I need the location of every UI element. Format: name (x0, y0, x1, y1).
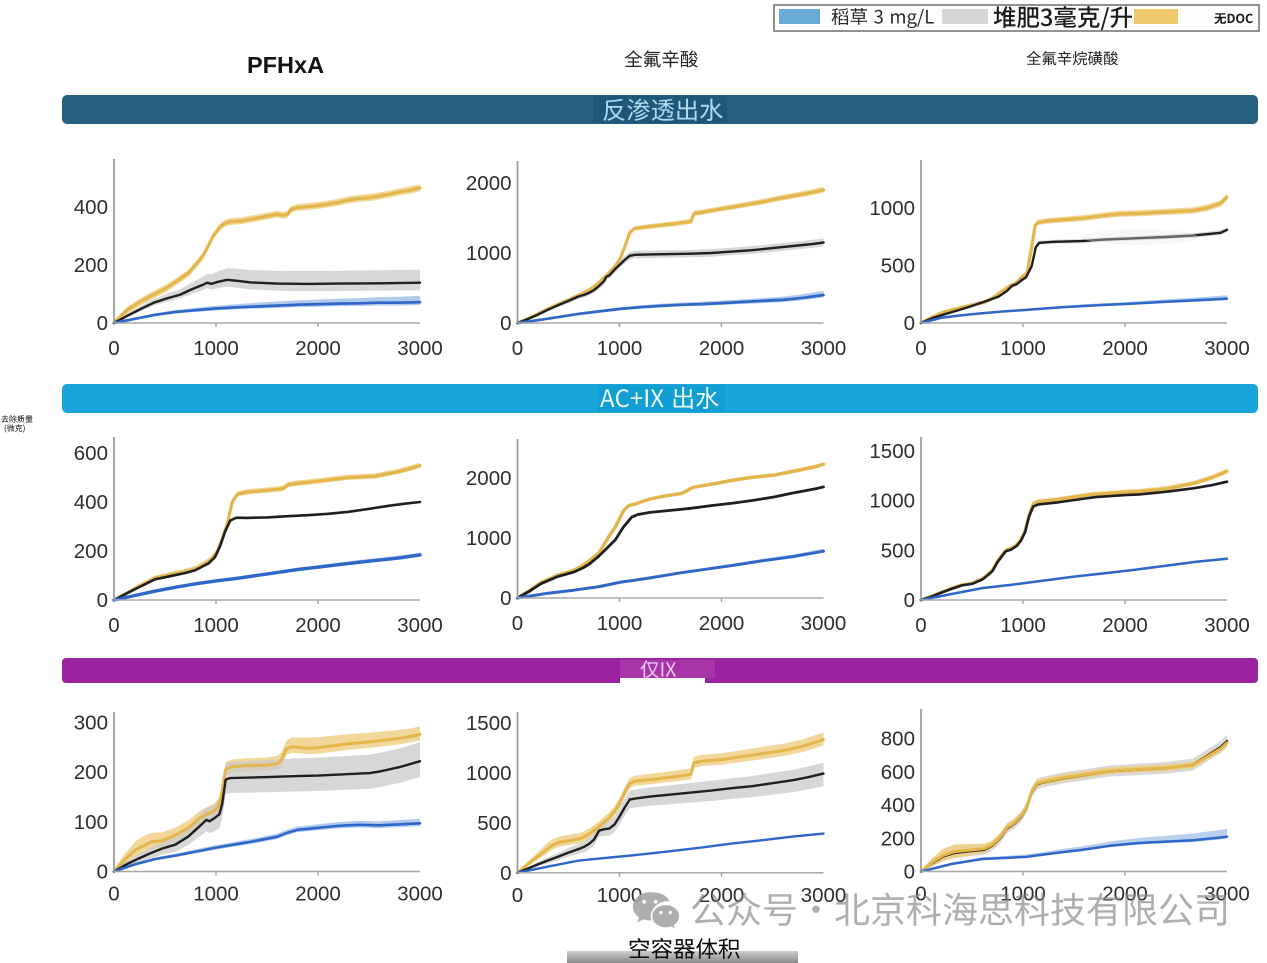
svg-text:1000: 1000 (597, 337, 643, 360)
svg-text:1000: 1000 (597, 612, 643, 635)
svg-text:1000: 1000 (466, 762, 512, 785)
svg-text:600: 600 (881, 761, 915, 784)
svg-text:2000: 2000 (699, 612, 745, 635)
svg-text:0: 0 (904, 312, 915, 335)
svg-text:100: 100 (74, 811, 108, 834)
svg-text:200: 200 (74, 254, 108, 277)
svg-text:0: 0 (512, 337, 523, 360)
svg-text:0: 0 (97, 861, 108, 884)
svg-text:1000: 1000 (466, 242, 512, 265)
svg-text:1000: 1000 (466, 527, 512, 550)
svg-text:0: 0 (97, 589, 108, 612)
svg-text:500: 500 (881, 539, 915, 562)
svg-text:0: 0 (108, 337, 119, 360)
svg-text:3000: 3000 (397, 883, 443, 906)
svg-text:0: 0 (500, 862, 511, 885)
svg-text:200: 200 (881, 827, 915, 850)
svg-text:1000: 1000 (193, 614, 239, 637)
svg-text:0: 0 (915, 883, 926, 906)
svg-text:1000: 1000 (1000, 883, 1046, 906)
svg-text:0: 0 (97, 312, 108, 335)
svg-text:0: 0 (904, 589, 915, 612)
svg-text:1000: 1000 (597, 884, 643, 907)
svg-text:3000: 3000 (1204, 883, 1250, 906)
svg-text:2000: 2000 (295, 614, 341, 637)
svg-text:0: 0 (512, 884, 523, 907)
svg-text:2000: 2000 (1102, 337, 1148, 360)
svg-text:2000: 2000 (699, 337, 745, 360)
svg-text:0: 0 (915, 614, 926, 637)
svg-text:300: 300 (74, 711, 108, 734)
svg-text:2000: 2000 (699, 884, 745, 907)
svg-text:0: 0 (108, 614, 119, 637)
svg-text:3000: 3000 (801, 337, 847, 360)
svg-text:3000: 3000 (801, 612, 847, 635)
svg-text:200: 200 (74, 761, 108, 784)
svg-text:1000: 1000 (1000, 337, 1046, 360)
svg-text:2000: 2000 (295, 337, 341, 360)
svg-text:1500: 1500 (869, 440, 915, 463)
svg-text:0: 0 (500, 312, 511, 335)
svg-text:3000: 3000 (397, 337, 443, 360)
svg-text:500: 500 (881, 255, 915, 278)
svg-text:0: 0 (915, 337, 926, 360)
svg-text:3000: 3000 (801, 884, 847, 907)
svg-text:3000: 3000 (1204, 337, 1250, 360)
svg-text:400: 400 (74, 491, 108, 514)
svg-text:1000: 1000 (193, 883, 239, 906)
svg-text:800: 800 (881, 728, 915, 751)
svg-text:0: 0 (512, 612, 523, 635)
svg-text:0: 0 (500, 587, 511, 610)
svg-text:1000: 1000 (193, 337, 239, 360)
svg-text:2000: 2000 (466, 467, 512, 490)
svg-text:3000: 3000 (397, 614, 443, 637)
svg-text:0: 0 (108, 883, 119, 906)
svg-text:200: 200 (74, 540, 108, 563)
svg-text:1000: 1000 (869, 197, 915, 220)
svg-text:600: 600 (74, 442, 108, 465)
svg-text:3000: 3000 (1204, 614, 1250, 637)
svg-text:2000: 2000 (295, 883, 341, 906)
svg-text:1000: 1000 (1000, 614, 1046, 637)
svg-text:1500: 1500 (466, 712, 512, 735)
svg-text:1000: 1000 (869, 490, 915, 513)
svg-text:2000: 2000 (1102, 614, 1148, 637)
svg-text:400: 400 (74, 196, 108, 219)
svg-text:400: 400 (881, 794, 915, 817)
svg-text:500: 500 (477, 812, 511, 835)
svg-text:0: 0 (904, 861, 915, 884)
svg-text:2000: 2000 (466, 172, 512, 195)
